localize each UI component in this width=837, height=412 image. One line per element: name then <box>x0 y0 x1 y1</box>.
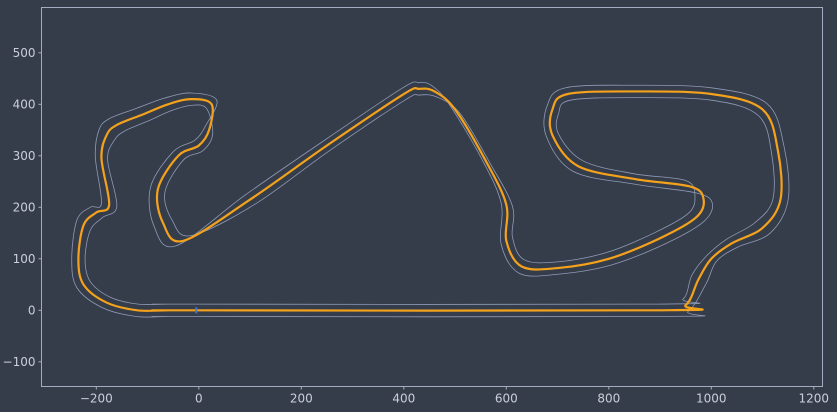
y-tick-label: 200 <box>13 200 36 214</box>
x-tick-label: 200 <box>290 392 313 406</box>
x-tick-label: 800 <box>597 392 620 406</box>
outer-edge-series <box>71 81 790 318</box>
y-tick-label: −100 <box>3 355 36 369</box>
y-tick-label: 500 <box>13 46 36 60</box>
x-tick-label: 400 <box>392 392 415 406</box>
x-tick-label: 0 <box>195 392 203 406</box>
x-tick-label: −200 <box>80 392 113 406</box>
inner-edge-series <box>84 93 775 305</box>
x-tick-label: 1000 <box>696 392 727 406</box>
x-tick-label: 1200 <box>799 392 830 406</box>
y-tick-label: 300 <box>13 149 36 163</box>
plot-frame <box>41 7 823 387</box>
y-tick-label: 0 <box>28 303 36 317</box>
track-series <box>71 81 790 318</box>
y-tick-label: 100 <box>13 252 36 266</box>
x-axis: −200 0 200 400 600 800 1000 1200 <box>80 386 830 406</box>
x-tick-label: 600 <box>495 392 518 406</box>
start-finish-marker <box>195 307 198 314</box>
y-tick-label: 400 <box>13 97 36 111</box>
y-axis: −100 0 100 200 300 400 500 <box>3 46 42 369</box>
racing-line-series <box>77 86 783 312</box>
